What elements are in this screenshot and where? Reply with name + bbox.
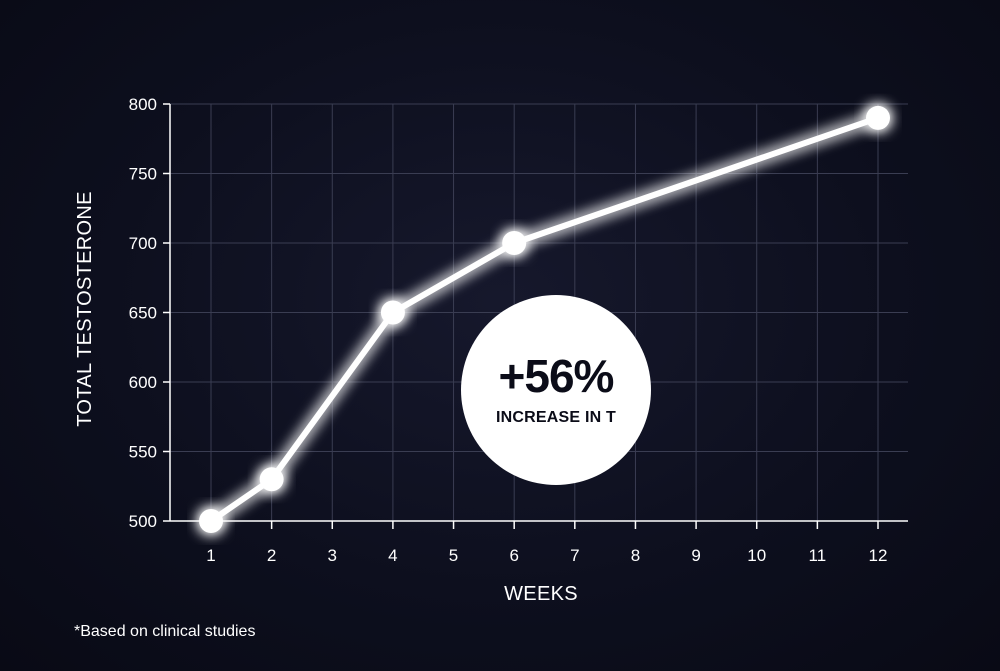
y-tick-label: 550 [129,443,157,462]
series-layer [199,105,890,533]
x-tick-label: 12 [869,546,888,565]
y-tick-label: 650 [129,304,157,323]
x-tick-label: 9 [691,546,700,565]
axes [163,103,908,529]
y-tick-label: 700 [129,234,157,253]
x-tick-label: 4 [388,546,397,565]
data-point [866,105,890,130]
y-tick-label: 500 [129,512,157,531]
x-tick-label: 3 [328,546,337,565]
callout-label: INCREASE IN T [496,409,616,426]
y-tick-label: 750 [129,165,157,184]
x-axis-title: WEEKS [504,583,578,605]
x-tick-label: 11 [809,546,827,565]
callout-value: +56% [498,350,615,402]
y-tick-label: 800 [129,95,157,114]
data-point [199,509,223,533]
x-tick-label: 6 [509,546,518,565]
y-tick-label: 600 [129,373,157,392]
data-point [380,300,405,325]
footnote: *Based on clinical studies [74,623,256,640]
data-point [259,467,284,492]
x-tick-label: 8 [631,546,640,565]
x-tick-label: 2 [267,546,276,565]
y-axis-title: TOTAL TESTOSTERONE [74,191,96,426]
increase-callout-badge: +56% INCREASE IN T [461,295,651,485]
x-tick-label: 7 [570,546,579,565]
x-tick-label: 1 [206,546,215,565]
x-tick-label: 5 [449,546,458,565]
data-point [502,231,527,255]
x-tick-label: 10 [747,546,766,565]
